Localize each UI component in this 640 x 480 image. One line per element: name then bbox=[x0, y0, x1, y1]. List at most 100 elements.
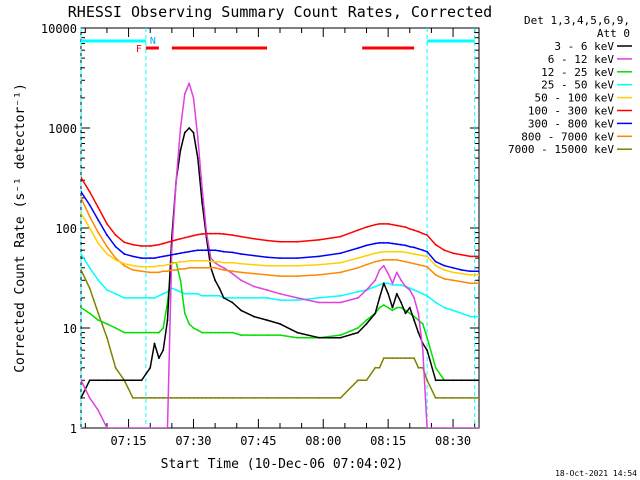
series-point bbox=[188, 127, 191, 129]
series-point bbox=[153, 271, 156, 274]
series-point bbox=[153, 244, 156, 247]
series-point bbox=[222, 297, 225, 299]
series-point bbox=[179, 290, 182, 293]
series-point bbox=[452, 309, 454, 312]
series-point bbox=[395, 284, 398, 286]
series-point bbox=[140, 245, 143, 247]
series-point bbox=[452, 379, 454, 382]
series-point bbox=[339, 235, 342, 238]
series-point bbox=[88, 190, 91, 193]
series-point bbox=[114, 327, 117, 329]
series-point bbox=[231, 234, 234, 237]
series-point bbox=[162, 270, 165, 273]
series-point bbox=[365, 319, 368, 321]
series-point bbox=[391, 242, 394, 245]
series-point bbox=[183, 260, 186, 263]
series-point bbox=[400, 225, 402, 228]
series-point bbox=[417, 253, 420, 256]
series-point bbox=[192, 397, 195, 399]
series-point bbox=[404, 260, 407, 263]
series-point bbox=[339, 294, 342, 297]
series-point bbox=[413, 253, 415, 255]
series-point bbox=[166, 427, 169, 428]
series-point bbox=[266, 334, 268, 336]
series-point bbox=[339, 271, 342, 274]
series-point bbox=[387, 250, 390, 253]
series-point bbox=[166, 263, 169, 266]
series-point bbox=[179, 268, 182, 270]
series-point bbox=[478, 315, 479, 318]
series-point bbox=[123, 297, 126, 299]
series-point bbox=[106, 223, 108, 225]
series-point bbox=[209, 266, 212, 269]
series-point bbox=[365, 323, 368, 325]
series-point bbox=[218, 268, 221, 270]
series-point bbox=[179, 149, 182, 152]
series-point bbox=[132, 297, 134, 299]
series-point bbox=[408, 312, 411, 315]
series-point bbox=[106, 289, 108, 291]
series-point bbox=[175, 261, 178, 264]
series-point bbox=[205, 259, 208, 262]
series-point bbox=[339, 397, 342, 399]
series-point bbox=[88, 204, 91, 206]
series-point bbox=[162, 255, 165, 258]
series-point bbox=[339, 336, 342, 339]
series-point bbox=[162, 242, 165, 245]
series-point bbox=[253, 263, 255, 266]
series-point bbox=[106, 245, 108, 248]
series-point bbox=[209, 397, 212, 399]
series-point bbox=[158, 294, 160, 297]
series-point bbox=[296, 397, 299, 399]
series-point bbox=[88, 379, 91, 382]
series-point bbox=[365, 226, 368, 229]
series-point bbox=[452, 427, 454, 428]
series-point bbox=[382, 259, 385, 261]
series-point bbox=[478, 427, 479, 428]
series-point bbox=[209, 331, 212, 334]
series-point bbox=[218, 232, 221, 235]
series-point bbox=[97, 242, 100, 245]
series-point bbox=[97, 312, 100, 315]
series-point bbox=[426, 255, 428, 258]
series-point bbox=[378, 223, 381, 225]
series-point bbox=[153, 342, 156, 345]
series-point bbox=[240, 309, 243, 312]
series-point bbox=[421, 349, 424, 352]
series-point bbox=[166, 270, 169, 273]
series-point bbox=[443, 379, 446, 382]
series-point bbox=[357, 247, 359, 250]
series-point bbox=[196, 233, 199, 236]
series-point bbox=[81, 197, 82, 199]
series-point bbox=[218, 287, 221, 290]
series-point bbox=[81, 190, 82, 193]
series-point bbox=[88, 227, 91, 229]
series-point bbox=[374, 279, 377, 282]
series-point bbox=[218, 397, 221, 399]
series-point bbox=[266, 397, 268, 399]
series-point bbox=[417, 230, 420, 233]
series-point bbox=[231, 297, 234, 299]
series-point bbox=[196, 157, 199, 160]
series-point bbox=[88, 397, 91, 399]
series-point bbox=[434, 260, 437, 263]
series-point bbox=[443, 397, 446, 399]
series-point bbox=[478, 255, 479, 258]
series-point bbox=[196, 259, 199, 262]
series-point bbox=[188, 82, 191, 85]
series-point bbox=[417, 366, 420, 369]
series-point bbox=[153, 265, 156, 268]
series-point bbox=[196, 249, 199, 252]
series-point bbox=[387, 272, 390, 275]
series-point bbox=[97, 379, 100, 382]
series-point bbox=[426, 427, 428, 428]
series-point bbox=[421, 254, 424, 257]
series-point bbox=[426, 379, 428, 382]
series-point bbox=[391, 357, 394, 359]
series-point bbox=[382, 223, 385, 225]
series-group bbox=[81, 82, 479, 428]
series-point bbox=[469, 315, 472, 318]
timestamp: 18-Oct-2021 14:54 bbox=[555, 469, 637, 478]
series-point bbox=[201, 397, 204, 399]
series-point bbox=[183, 397, 186, 399]
